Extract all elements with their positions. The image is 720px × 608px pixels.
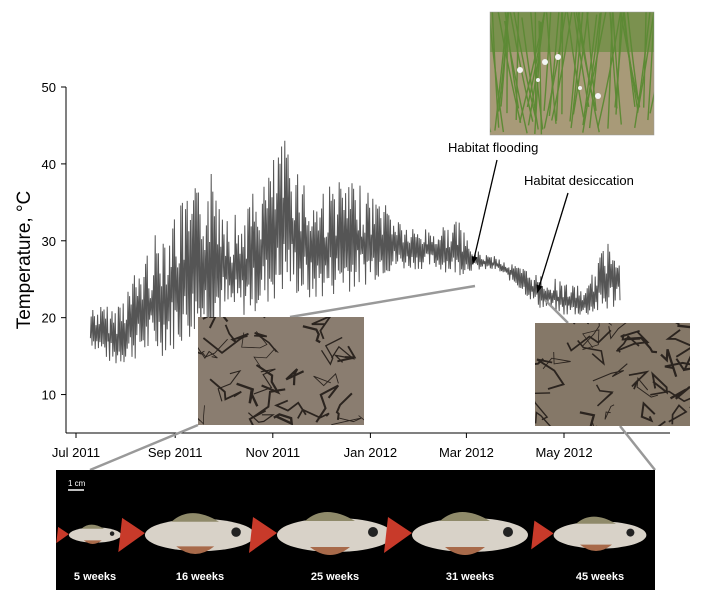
scale-bar-label: 1 cm [68,479,86,488]
y-tick-label: 20 [42,311,56,326]
annotation-desiccation-arrowhead [536,284,543,293]
x-tick-label: Mar 2012 [439,445,494,460]
dry-mud-photo-left [198,317,364,425]
fish-3 [249,512,393,555]
fish-5 [531,516,647,551]
annotation-desiccation: Habitat desiccation [524,173,634,293]
fish-age-label: 45 weeks [576,571,624,583]
x-tick-label: Sep 2011 [148,445,203,460]
fish-age-label: 25 weeks [311,571,359,583]
temperature-line [89,140,621,364]
scale-bar: 1 cm [68,479,86,491]
x-ticks: Jul 2011 Sep 2011 Nov 2011 Jan 2012 Mar 2012… [52,433,593,460]
x-tick-label: Jan 2012 [344,445,398,460]
axes [65,87,670,434]
annotation-desiccation-text: Habitat desiccation [524,173,634,188]
x-tick-label: Nov 2011 [245,445,300,460]
y-tick-label: 30 [42,234,56,249]
annotation-flooding-arrowhead [471,255,478,264]
fish-4 [384,512,528,555]
fish-age-label: 16 weeks [176,571,224,583]
y-tick-label: 50 [42,80,56,95]
y-tick-label: 10 [42,388,56,403]
habitat-water-photo [490,12,654,135]
temperature-series [89,140,621,364]
x-tick-label: May 2012 [535,445,592,460]
fish-age-label: 5 weeks [74,571,116,583]
dry-mud-photo-right [535,323,690,426]
fish-growth-panel: 1 cm 5 weeks 16 weeks 25 weeks 31 weeks 45 w… [56,470,655,590]
fish-1 [56,524,122,544]
annotation-desiccation-arrow [536,192,569,293]
x-tick-label: Jul 2011 [52,445,100,460]
y-tick-label: 40 [42,157,56,172]
annotation-flooding: Habitat flooding [448,140,538,264]
fish-age-label: 31 weeks [446,571,494,583]
annotation-flooding-arrow [472,159,498,264]
y-axis-label: Temperature, °C [14,191,35,330]
connector-lines [89,284,656,472]
fish-2 [118,513,256,554]
y-ticks: 10 20 30 40 50 [42,80,66,403]
annotation-flooding-text: Habitat flooding [448,140,538,155]
